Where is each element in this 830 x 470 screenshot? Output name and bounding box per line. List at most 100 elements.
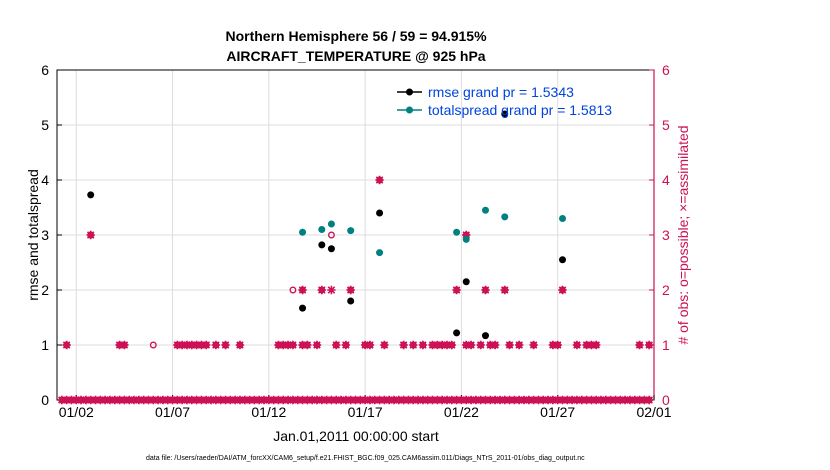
obs-assimilated-marker: [543, 395, 553, 405]
obs-assimilated-marker: [288, 340, 298, 350]
obs-assimilated-marker: [481, 395, 490, 405]
obs-assimilated-marker: [490, 340, 500, 350]
obs-assimilated-marker: [418, 395, 428, 405]
obs-assimilated-marker: [553, 340, 562, 350]
obs-assimilated-marker: [529, 395, 538, 405]
y-tick-label-left: 1: [41, 337, 49, 353]
obs-assimilated-marker: [587, 340, 596, 350]
grid: [57, 69, 655, 401]
x-tick-label: 01/12: [251, 404, 286, 420]
y-tick-label-left: 3: [41, 227, 49, 243]
obs-assimilated-marker: [389, 395, 399, 405]
obs-possible-marker: [289, 286, 297, 294]
obs-assimilated-marker: [62, 395, 71, 405]
obs-assimilated-marker: [303, 340, 312, 350]
obs-assimilated-marker: [587, 395, 596, 405]
legend-spread-marker: [406, 106, 413, 114]
obs-assimilated-marker: [409, 340, 418, 350]
obs-assimilated-marker: [298, 340, 307, 350]
data-marks: [57, 110, 654, 405]
totalspread-point: [481, 206, 489, 214]
x-tick-label: 01/07: [155, 404, 190, 420]
obs-assimilated-marker: [558, 285, 567, 295]
obs-assimilated-marker: [471, 395, 481, 405]
obs-assimilated-marker: [486, 395, 495, 405]
x-tick-label: 01/17: [348, 404, 383, 420]
rmse-point: [559, 256, 567, 264]
obs-assimilated-marker: [375, 395, 384, 405]
obs-assimilated-marker: [630, 395, 639, 405]
obs-assimilated-marker: [577, 395, 586, 405]
legend: rmse grand pr = 1.5343 totalspread grand…: [397, 84, 612, 118]
obs-assimilated-marker: [279, 340, 288, 350]
obs-assimilated-marker: [404, 395, 413, 405]
obs-assimilated-marker: [86, 395, 95, 405]
obs-assimilated-marker: [462, 340, 471, 350]
y-axis-label-right: # of obs: o=possible; ×=assimilated: [675, 125, 691, 344]
obs-assimilated-marker: [192, 340, 201, 350]
obs-assimilated-marker: [312, 340, 322, 350]
obs-assimilated-marker: [293, 395, 302, 405]
obs-assimilated-marker: [206, 395, 216, 405]
obs-assimilated-marker: [519, 395, 529, 405]
obs-assimilated-marker: [418, 340, 428, 350]
obs-assimilated-marker: [153, 395, 163, 405]
obs-assimilated-marker: [303, 395, 312, 405]
obs-assimilated-marker: [462, 395, 471, 405]
obs-assimilated-marker: [365, 340, 375, 350]
obs-assimilated-marker: [173, 340, 182, 350]
obs-assimilated-marker: [173, 395, 182, 405]
obs-assimilated-marker: [327, 285, 336, 295]
obs-assimilated-marker: [86, 230, 95, 240]
obs-assimilated-marker: [476, 395, 485, 405]
obs-assimilated-marker: [399, 395, 408, 405]
obs-assimilated-marker: [288, 395, 298, 405]
obs-assimilated-marker: [558, 395, 567, 405]
y-tick-label-right: 4: [662, 172, 670, 188]
obs-assimilated-marker: [120, 340, 129, 350]
obs-assimilated-marker: [221, 395, 230, 405]
obs-assimilated-marker: [274, 395, 283, 405]
obs-assimilated-marker: [476, 340, 485, 350]
obs-assimilated-marker: [177, 340, 187, 350]
obs-assimilated-marker: [635, 340, 644, 350]
obs-assimilated-marker: [317, 285, 326, 295]
obs-assimilated-marker: [514, 340, 524, 350]
obs-assimilated-marker: [279, 395, 288, 405]
obs-assimilated-marker: [539, 395, 548, 405]
obs-assimilated-marker: [57, 395, 67, 405]
obs-assimilated-marker: [596, 395, 606, 405]
obs-assimilated-marker: [500, 285, 509, 295]
obs-assimilated-marker: [380, 395, 389, 405]
obs-assimilated-marker: [616, 395, 625, 405]
y-tick-label-left: 6: [41, 62, 49, 78]
obs-assimilated-marker: [553, 395, 562, 405]
obs-assimilated-marker: [548, 340, 558, 350]
legend-spread-label: totalspread grand pr = 1.5813: [428, 102, 612, 118]
obs-assimilated-marker: [365, 395, 375, 405]
obs-assimilated-marker: [452, 285, 461, 295]
obs-assimilated-marker: [91, 395, 100, 405]
obs-assimilated-marker: [380, 340, 389, 350]
obs-assimilated-marker: [423, 395, 432, 405]
obs-assimilated-marker: [529, 340, 538, 350]
obs-assimilated-marker: [437, 340, 447, 350]
obs-assimilated-marker: [360, 395, 370, 405]
rmse-point: [376, 209, 384, 217]
obs-assimilated-marker: [524, 395, 534, 405]
y-tick-label-right: 1: [662, 337, 670, 353]
rmse-point: [481, 332, 489, 340]
obs-assimilated-marker: [192, 395, 201, 405]
obs-assimilated-marker: [298, 285, 307, 295]
obs-assimilated-marker: [625, 395, 635, 405]
obs-assimilated-marker: [134, 395, 144, 405]
obs-assimilated-marker: [187, 340, 197, 350]
obs-assimilated-marker: [442, 395, 452, 405]
obs-assimilated-marker: [100, 395, 110, 405]
obs-assimilated-marker: [149, 395, 158, 405]
obs-assimilated-marker: [567, 395, 577, 405]
obs-assimilated-marker: [548, 395, 558, 405]
obs-assimilated-marker: [197, 395, 206, 405]
obs-assimilated-marker: [346, 395, 355, 405]
x-axis-label: Jan.01,2011 00:00:00 start: [273, 428, 439, 444]
